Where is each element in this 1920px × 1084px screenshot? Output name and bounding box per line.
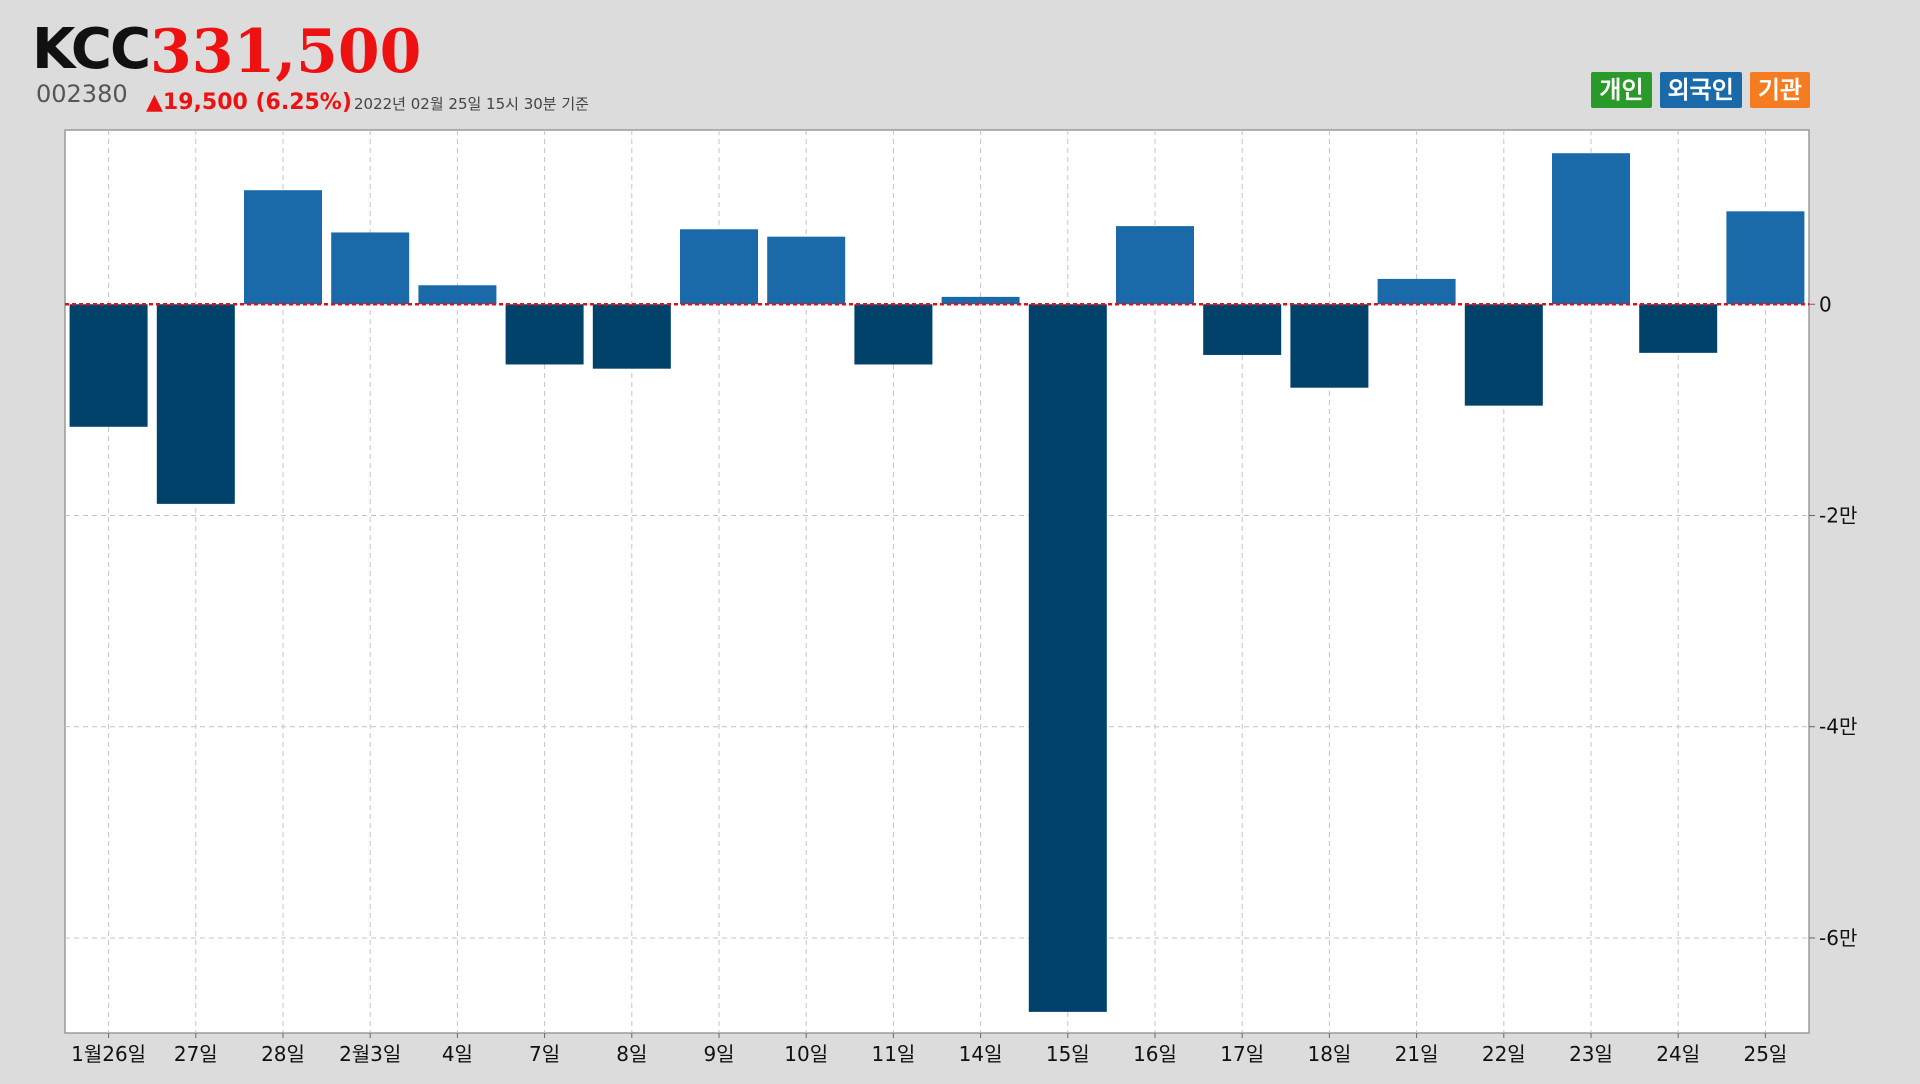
bar-7 (680, 229, 758, 305)
x-tick-label: 25일 (1743, 1042, 1787, 1066)
bar-5 (505, 304, 584, 365)
plot-area (64, 129, 1810, 1034)
x-tick-label: 22일 (1482, 1042, 1526, 1066)
x-tick-label: 1월26일 (71, 1042, 146, 1066)
y-tick-label: -2만 (1819, 503, 1857, 527)
x-tick-label: 15일 (1046, 1042, 1090, 1066)
stock-change: ▲19,500 (6.25%) (146, 90, 352, 115)
x-tick-label: 7일 (529, 1042, 560, 1066)
bar-2 (244, 190, 322, 305)
bar-19 (1726, 211, 1805, 305)
bar-10 (941, 296, 1020, 305)
stock-price: 331,500 (150, 17, 422, 87)
x-tick-label: 8일 (616, 1042, 647, 1066)
x-tick-label: 4일 (442, 1042, 473, 1066)
y-tick-label: -4만 (1819, 715, 1857, 739)
stock-name: KCC (32, 17, 151, 82)
y-tick-label: 0 (1819, 292, 1832, 316)
timestamp: 2022년 02월 25일 15시 30분 기준 (354, 95, 589, 113)
x-tick-label: 23일 (1569, 1042, 1613, 1066)
bar-16 (1464, 304, 1543, 406)
x-tick-label: 24일 (1656, 1042, 1700, 1066)
x-tick-label: 18일 (1307, 1042, 1351, 1066)
x-tick-label: 2월3일 (339, 1042, 401, 1066)
bar-9 (854, 304, 933, 365)
x-tick-label: 16일 (1133, 1042, 1177, 1066)
bar-12 (1116, 226, 1194, 305)
x-tick-label: 21일 (1395, 1042, 1439, 1066)
x-tick-label: 10일 (784, 1042, 828, 1066)
x-tick-label: 27일 (174, 1042, 218, 1066)
y-tick-label: -6만 (1819, 926, 1857, 950)
legend-foreign[interactable]: 외국인 (1659, 72, 1742, 108)
x-tick-label: 14일 (959, 1042, 1003, 1066)
bar-13 (1203, 304, 1282, 355)
x-tick-label: 28일 (261, 1042, 305, 1066)
bar-17 (1552, 153, 1630, 305)
bar-0 (69, 304, 148, 427)
bar-15 (1377, 278, 1456, 305)
bar-18 (1639, 304, 1718, 353)
legend-individual[interactable]: 개인 (1591, 72, 1652, 108)
x-tick-label: 17일 (1220, 1042, 1264, 1066)
bar-14 (1290, 304, 1369, 388)
bar-11 (1028, 304, 1107, 1012)
bar-6 (592, 304, 671, 369)
legend-institution[interactable]: 기관 (1749, 72, 1810, 108)
x-tick-label: 9일 (703, 1042, 734, 1066)
stock-code: 002380 (36, 80, 128, 108)
bar-4 (418, 285, 497, 305)
bar-1 (156, 304, 235, 504)
x-tick-label: 11일 (871, 1042, 915, 1066)
bar-8 (767, 236, 846, 305)
bar-3 (331, 232, 410, 305)
chart-header: KCC 331,500 002380 ▲19,500 (6.25%) 2022년… (0, 0, 1920, 130)
legend: 개인 외국인 기관 (1591, 72, 1810, 108)
